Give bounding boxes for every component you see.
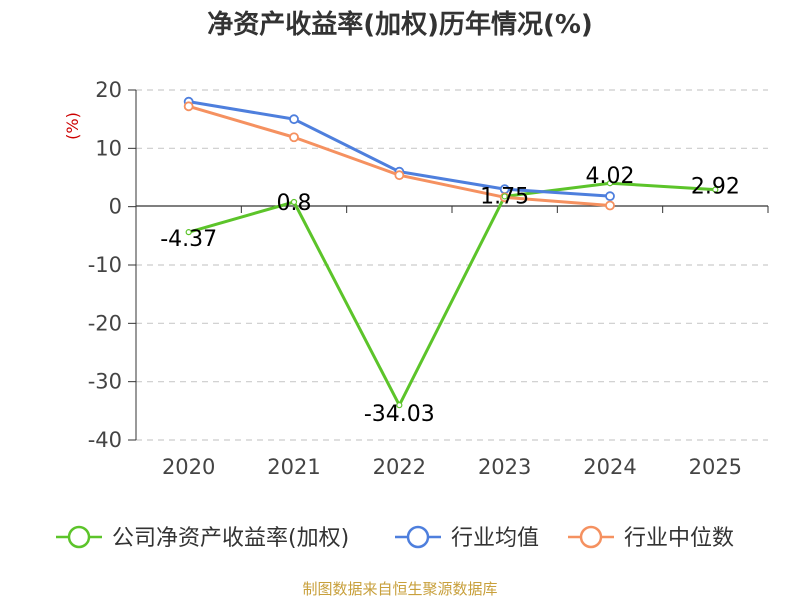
data-point bbox=[289, 114, 299, 125]
x-tick-label: 2020 bbox=[162, 455, 215, 479]
data-point bbox=[185, 229, 192, 236]
x-tick-label: 2023 bbox=[478, 455, 531, 479]
data-label: -4.37 bbox=[160, 227, 217, 252]
data-point bbox=[394, 170, 405, 181]
y-tick-label: 0 bbox=[109, 195, 122, 219]
series-lines bbox=[183, 96, 719, 409]
y-tick-label: -20 bbox=[88, 311, 122, 335]
data-label: 2.92 bbox=[691, 175, 740, 200]
y-tick-label: 10 bbox=[95, 136, 122, 160]
legend: 公司净资产收益率(加权) 行业均值 行业中位数 bbox=[56, 525, 734, 551]
legend-marker bbox=[67, 525, 91, 549]
data-label: 1.75 bbox=[480, 184, 529, 209]
data-label: 4.02 bbox=[586, 164, 635, 189]
data-point bbox=[290, 198, 298, 206]
y-tick-label: -30 bbox=[88, 370, 122, 394]
data-point bbox=[501, 193, 508, 200]
data-labels: -4.37 0.8 -34.03 1.75 4.02 2.92 bbox=[160, 164, 740, 427]
source-note: 制图数据来自恒生聚源数据库 bbox=[302, 580, 498, 598]
x-tick-label: 2022 bbox=[373, 455, 426, 479]
x-tick-label: 2024 bbox=[583, 455, 636, 479]
legend-label: 公司净资产收益率(加权) bbox=[112, 526, 349, 551]
chart-title: 净资产收益率(加权)历年情况(%) bbox=[207, 10, 593, 40]
data-point bbox=[396, 402, 403, 409]
data-point bbox=[289, 132, 299, 143]
y-tick-label: 20 bbox=[95, 78, 122, 102]
data-point bbox=[183, 101, 194, 112]
data-point bbox=[606, 180, 614, 187]
data-label: -34.03 bbox=[364, 402, 435, 427]
legend-label: 行业均值 bbox=[451, 526, 539, 551]
data-point bbox=[605, 191, 615, 202]
y-tick-label: -40 bbox=[88, 428, 122, 452]
data-point bbox=[712, 186, 719, 193]
x-tick-label: 2025 bbox=[689, 455, 742, 479]
data-label: 0.8 bbox=[277, 191, 312, 216]
series-line-0 bbox=[188, 181, 716, 407]
data-point bbox=[605, 200, 615, 211]
legend-marker bbox=[579, 525, 603, 549]
legend-label: 行业中位数 bbox=[624, 526, 734, 551]
x-tick-label: 2021 bbox=[267, 455, 320, 479]
grid-lines bbox=[136, 89, 768, 441]
legend-marker bbox=[406, 525, 430, 549]
y-axis-label: (%) bbox=[63, 112, 82, 140]
axes: 20 10 0 -10 -20 -30 -40 2020 2021 2022 2023 2024 202… bbox=[88, 78, 769, 479]
y-tick-label: -10 bbox=[88, 253, 122, 277]
